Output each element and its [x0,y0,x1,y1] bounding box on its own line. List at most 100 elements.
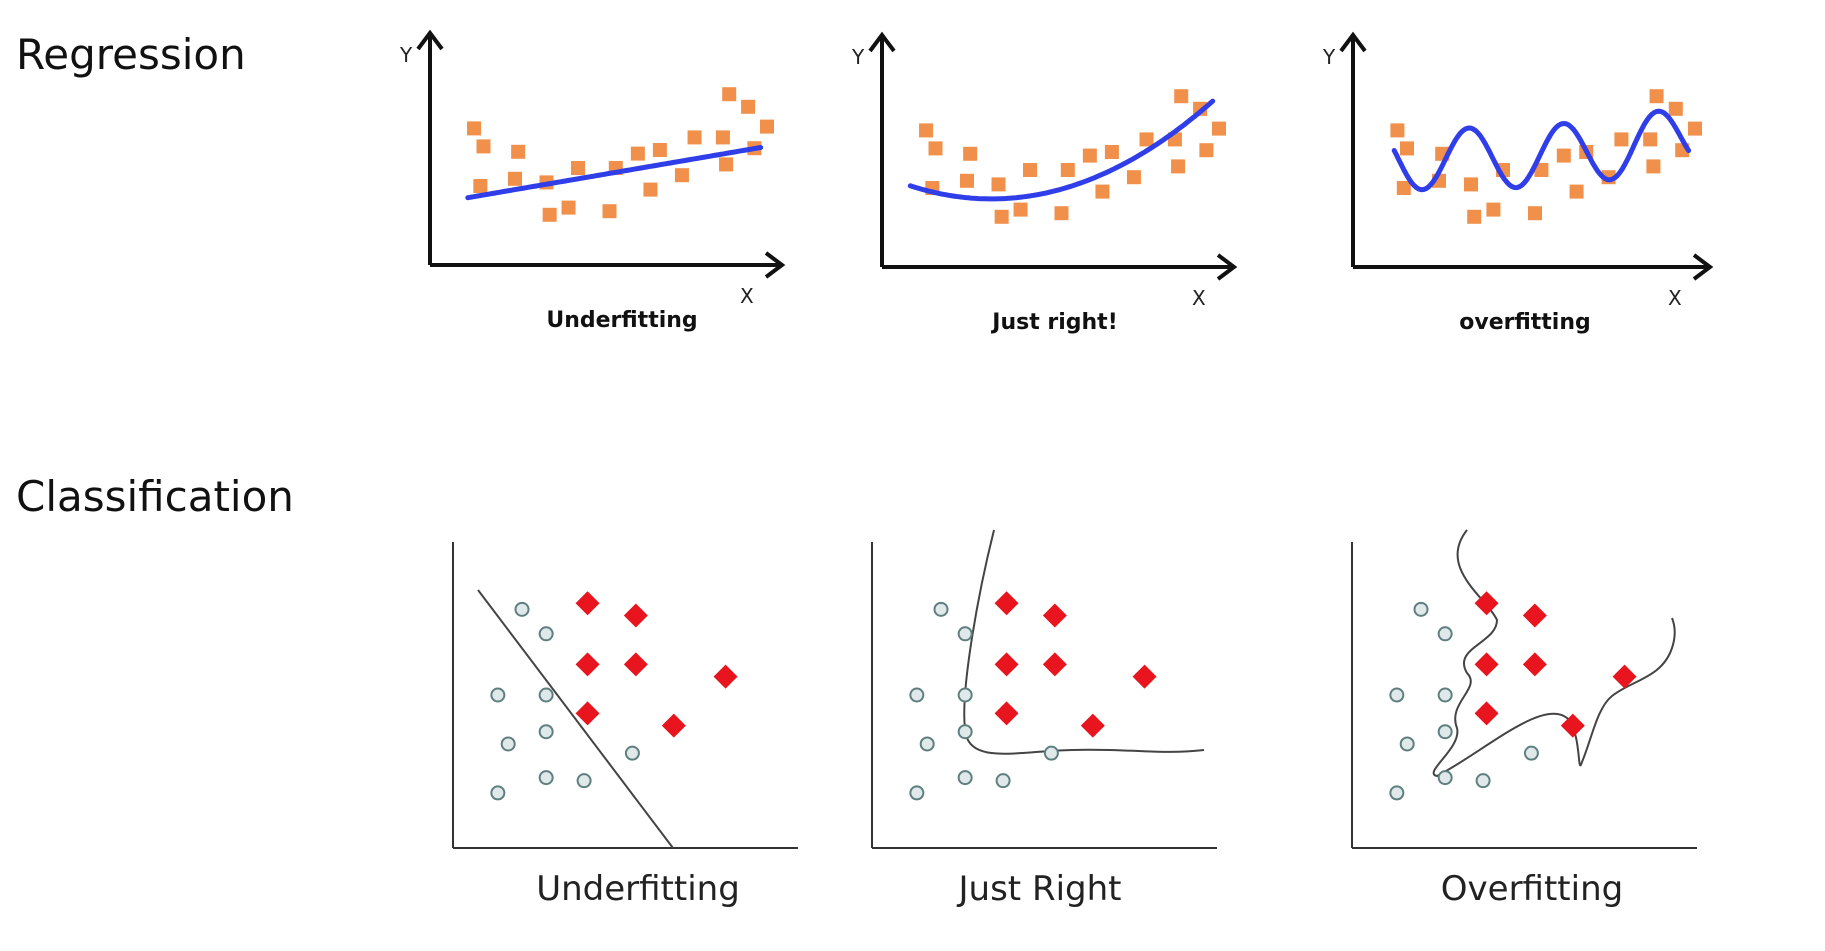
class-diamond-point [994,701,1019,726]
data-point [715,130,730,145]
classification-panel-2: Just Right [871,529,1217,909]
fit-curve [1391,108,1692,193]
fit-curve [465,145,764,201]
data-point [1649,89,1664,104]
classification-section-title: Classification [16,472,294,521]
x-axis-letter: X [740,284,754,308]
class-diamond-point [1560,713,1585,738]
fit-curve [907,98,1216,202]
data-point [687,130,702,145]
data-point [602,204,617,219]
data-point [1126,170,1141,185]
class-diamond-point [623,652,648,677]
data-point [1464,177,1478,192]
x-arrowhead [764,251,786,279]
data-point [1534,163,1549,177]
class-diamond-point [661,713,686,738]
y-arrowhead [868,31,896,53]
x-axis-letter: X [1192,286,1206,310]
regression-caption: Underfitting [546,308,697,333]
data-point [1013,202,1028,217]
data-point [928,141,943,156]
class-circle-point [538,626,554,642]
data-point [760,119,774,134]
regression-caption: overfitting [1459,310,1591,335]
data-point [476,139,491,154]
y-arrowhead [416,29,444,51]
class-circle-point [933,601,949,617]
data-point [1390,123,1405,138]
regression-panel-1: Y X Underfitting [399,29,786,333]
data-point [1171,159,1186,174]
data-point [467,121,482,136]
data-point [561,200,576,215]
decision-boundary [477,589,674,849]
data-point [1199,143,1214,158]
data-point [630,146,645,161]
class-circle-point [1437,687,1453,703]
class-diamond-point [1474,701,1499,726]
class-circle-point [957,687,973,703]
data-point [741,99,756,114]
class-diamond-point [1474,591,1499,616]
y-arrowhead [1339,31,1367,53]
class-circle-point [1437,770,1453,786]
classification-panel-3: Overfitting [1351,529,1697,909]
classification-caption: Underfitting [536,869,740,909]
data-point [719,157,734,172]
data-point [722,87,737,102]
regression-panel-2: Y X Just right! [851,31,1238,335]
classification-caption: Just Right [957,869,1122,909]
class-diamond-point [1042,652,1067,677]
data-point [1400,141,1414,156]
data-point [1054,206,1069,221]
class-diamond-point [575,701,600,726]
class-circle-point [1399,736,1415,752]
classification-caption: Overfitting [1441,869,1623,909]
data-point [1212,121,1226,136]
class-circle-point [1413,601,1429,617]
data-point [1569,184,1584,199]
data-point [963,146,978,161]
class-circle-point [624,745,640,761]
class-circle-point [538,687,554,703]
regression-section-title: Regression [16,30,246,79]
class-circle-point [1437,724,1453,740]
data-point [1023,163,1037,177]
data-point [643,182,658,197]
class-diamond-point [575,591,600,616]
x-arrowhead [1216,253,1238,281]
classification-panel-1: Underfitting [452,542,798,909]
class-circle-point [1389,687,1405,703]
data-point [571,161,585,175]
class-diamond-point [1132,664,1157,689]
class-circle-point [957,724,973,740]
data-point [1104,145,1119,159]
data-point [508,171,522,186]
class-circle-point [1523,745,1539,761]
decision-boundary [963,529,1205,755]
y-axis-letter: Y [399,43,413,67]
data-point [1646,159,1661,174]
class-circle-point [1475,773,1491,789]
data-point [652,143,667,157]
data-point [1139,132,1154,147]
data-point [1082,148,1097,163]
class-circle-point [514,601,530,617]
class-diamond-point [713,664,738,689]
data-point [1174,89,1189,104]
class-circle-point [1389,785,1405,801]
class-circle-point [995,773,1011,789]
data-point [1668,101,1683,116]
data-point [1643,132,1658,147]
class-diamond-point [1522,652,1547,677]
class-circle-point [490,785,506,801]
data-point [1688,121,1702,136]
class-diamond-point [1522,603,1547,628]
class-circle-point [1043,745,1059,761]
class-circle-point [957,626,973,642]
data-point [994,209,1009,224]
data-point [1467,209,1482,224]
data-point [542,207,557,222]
